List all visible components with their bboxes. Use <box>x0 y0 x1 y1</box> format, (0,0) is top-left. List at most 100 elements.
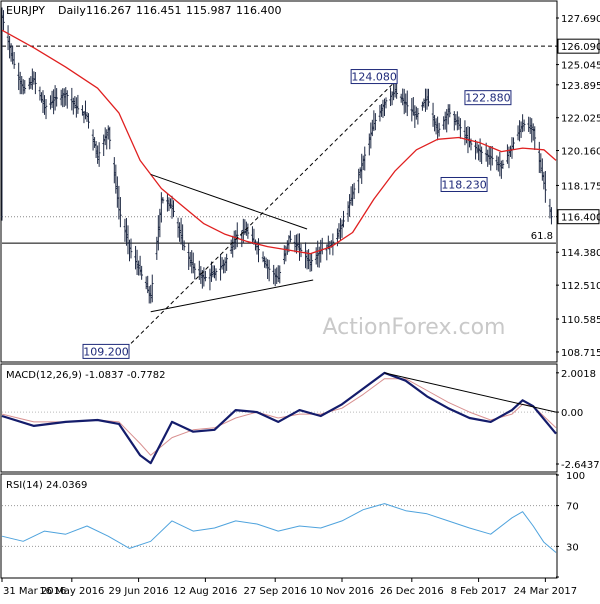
watermark: ActionForex.com <box>323 315 506 340</box>
instrument-high: 116.451 <box>136 4 182 17</box>
annotation-label: 124.080 <box>351 71 397 84</box>
price-bar-191 <box>405 90 409 117</box>
price-bar-31 <box>65 90 69 109</box>
price-bar-56 <box>119 197 122 228</box>
price-tick-label-4: 122.025 <box>561 114 600 125</box>
trendline-0 <box>150 173 308 230</box>
price-bar-96 <box>204 270 207 282</box>
rsi-panel-frame <box>0 473 558 579</box>
rsi-tick-label-0: 100 <box>566 471 585 482</box>
price-bar-26 <box>55 88 58 107</box>
price-bar-131 <box>278 265 282 284</box>
price-bar-256 <box>544 170 547 203</box>
price-bar-186 <box>395 81 398 99</box>
macd-trendline <box>384 372 557 413</box>
price-tick-label-8: 114.380 <box>561 248 600 259</box>
rsi-title: RSI(14) 24.0369 <box>6 480 87 491</box>
price-bar-226 <box>480 146 483 165</box>
moving-average-line <box>1 29 557 255</box>
price-panel-frame <box>0 0 558 363</box>
x-tick-label-2: 29 Jun 2016 <box>109 586 169 597</box>
x-tick-label-8: 24 Mar 2017 <box>514 586 577 597</box>
price-bar-141 <box>299 243 303 258</box>
price-bar-1 <box>2 10 5 31</box>
macd-layer <box>1 371 557 465</box>
annotation-box <box>82 343 130 359</box>
annotation-label: 109.200 <box>83 345 129 358</box>
x-tick-label-5: 10 Nov 2016 <box>310 586 374 597</box>
annotation-box <box>464 90 512 106</box>
instrument-open: 116.267 <box>86 4 132 17</box>
price-bar-71 <box>150 274 154 303</box>
x-tick-label-7: 8 Feb 2017 <box>451 586 507 597</box>
axis-layer: 127.690 126.090 125.045 123.895 122.025 120.1… <box>1 14 600 597</box>
annotation-0: 109.200 <box>82 343 130 359</box>
price-bar-101 <box>214 268 218 281</box>
annotation-3: 118.230 <box>440 176 488 192</box>
price-bar-81 <box>172 200 175 218</box>
annotation-box <box>440 176 488 192</box>
price-bar-196 <box>416 108 420 125</box>
instrument-timeframe: Daily <box>58 4 86 17</box>
price-bar-76 <box>161 197 165 204</box>
rsi-line <box>1 503 557 553</box>
price-tick-label-3: 123.895 <box>561 81 600 92</box>
level-price-box <box>557 38 600 54</box>
macd-line <box>1 371 557 465</box>
instrument-low: 115.987 <box>186 4 232 17</box>
price-bar-91 <box>193 263 197 280</box>
rsi-layer <box>1 503 557 553</box>
price-bar-161 <box>342 210 345 228</box>
price-bar-246 <box>522 119 526 132</box>
price-tick-label-6: 118.175 <box>561 181 600 192</box>
price-bar-146 <box>310 253 313 272</box>
level-label-1: 61.8 <box>531 231 553 242</box>
x-tick-label-1: 16 May 2016 <box>39 586 104 597</box>
price-bar-106 <box>225 253 228 271</box>
macd-title: MACD(12,26,9) -1.0837 -0.7782 <box>6 370 166 381</box>
price-bar-41 <box>87 113 90 129</box>
current-price-text: 116.400 <box>561 213 600 224</box>
price-bar-6 <box>12 51 16 69</box>
trendline-1 <box>150 279 314 313</box>
price-bar-121 <box>257 238 260 263</box>
annotation-box <box>350 69 398 85</box>
price-layer: 61.8 109.200 124.080 122.880 118.230 <box>0 7 557 359</box>
macd-tick-label-1: 0.00 <box>561 408 583 419</box>
level-price-text: 126.090 <box>561 42 600 53</box>
macd-signal-line <box>1 378 557 456</box>
macd-tick-label-2: -2.6437 <box>561 460 600 471</box>
instrument-symbol: EURJPY <box>6 4 45 17</box>
price-tick-label-9: 112.510 <box>561 281 600 292</box>
price-bar-51 <box>108 126 112 150</box>
price-bar-136 <box>289 230 292 243</box>
price-bar-211 <box>448 104 452 118</box>
price-bar-171 <box>363 146 367 171</box>
price-tick-label-0: 127.690 <box>561 14 600 25</box>
price-bar-21 <box>44 99 48 120</box>
price-tick-label-11: 108.715 <box>561 348 600 359</box>
annotation-label: 118.230 <box>441 178 487 191</box>
price-tick-label-2: 125.045 <box>561 61 600 72</box>
price-bar-181 <box>384 97 388 109</box>
price-bar-216 <box>459 118 462 139</box>
x-tick-label-6: 26 Dec 2016 <box>380 586 444 597</box>
price-bar-66 <box>140 265 143 280</box>
instrument-close: 116.400 <box>236 4 282 17</box>
x-tick-label-4: 27 Sep 2016 <box>244 586 307 597</box>
annotation-1: 124.080 <box>350 69 398 85</box>
x-tick-label-3: 12 Aug 2016 <box>173 586 237 597</box>
price-bar-251 <box>533 126 537 150</box>
price-bar-86 <box>182 240 186 251</box>
price-bar-236 <box>501 159 505 169</box>
price-bar-201 <box>427 88 430 107</box>
price-bar-166 <box>352 182 356 199</box>
macd-panel-frame <box>0 363 558 473</box>
price-bar-258 <box>550 207 553 225</box>
rsi-tick-label-1: 70 <box>566 502 579 513</box>
macd-tick-label-0: 2.0018 <box>561 369 596 380</box>
annotation-label: 122.880 <box>465 92 511 105</box>
price-bar-46 <box>97 142 101 167</box>
